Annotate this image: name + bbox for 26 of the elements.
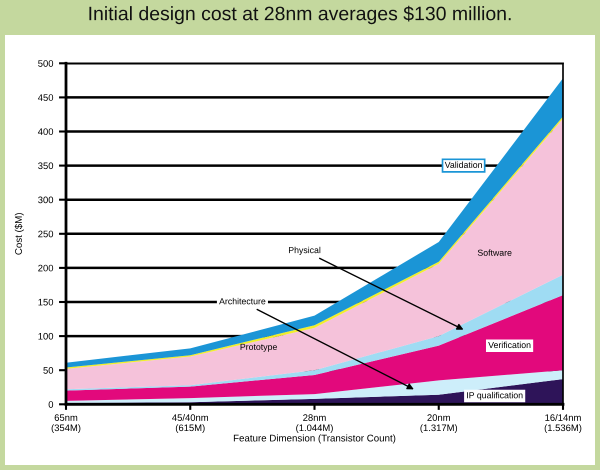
y-tick-label: 0	[48, 401, 54, 408]
text: Architecture	[219, 298, 266, 304]
x-tick-label: 45/40nm (615M)	[172, 414, 208, 433]
y-axis-title: Cost ($M)	[14, 213, 24, 255]
y-tick-label: 450	[38, 94, 54, 101]
y-tick-label: 50	[43, 367, 54, 374]
y-tick-label: 200	[38, 264, 54, 272]
x-axis-title: Feature Dimension (Transistor Count)	[234, 434, 396, 444]
series-label: Prototype	[240, 344, 277, 352]
series-label: IP qualification	[467, 392, 522, 400]
x-tick-label: 28nm (1.044M)	[296, 414, 333, 433]
y-tick-label: 150	[38, 298, 54, 306]
chart-title: Initial design cost at 28nm averages $130 million.	[89, 6, 511, 24]
x-tick-label: 16/14nm (1.536M)	[544, 414, 582, 433]
y-tick-label: 500	[38, 60, 54, 67]
series-label: Verification	[488, 342, 530, 348]
y-tick-label: 350	[38, 162, 54, 170]
y-tick-label: 400	[38, 128, 54, 136]
y-tick-label: 250	[38, 230, 54, 238]
text: Physical	[288, 246, 320, 255]
y-tick-label: 300	[38, 196, 54, 204]
x-tick-label: 20nm (1.317M)	[420, 414, 458, 433]
x-tick-label: 65nm (354M)	[52, 414, 80, 433]
series-label: Validation	[444, 162, 482, 168]
series-label: Software	[478, 249, 512, 256]
y-tick-label: 100	[38, 332, 54, 340]
